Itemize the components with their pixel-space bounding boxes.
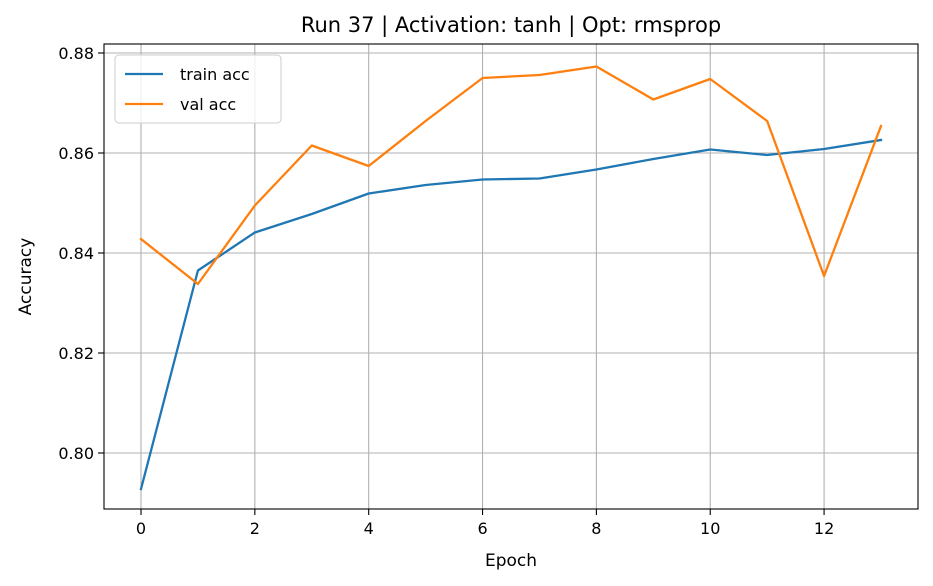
y-tick-label: 0.82 [58, 344, 94, 363]
legend-label-train-acc: train acc [180, 65, 250, 84]
x-tick-label: 6 [477, 519, 487, 538]
y-tick-label: 0.88 [58, 44, 94, 63]
x-tick-label: 2 [250, 519, 260, 538]
x-axis-label: Epoch [485, 551, 537, 571]
plot-frame [103, 43, 919, 510]
y-axis-label: Accuracy [16, 238, 36, 316]
x-tick-label: 8 [591, 519, 601, 538]
chart-title: Run 37 | Activation: tanh | Opt: rmsprop [301, 13, 721, 38]
legend-box [114, 54, 282, 124]
x-tick-label: 0 [136, 519, 146, 538]
x-tick-label: 12 [814, 519, 834, 538]
legend: train acc val acc [114, 54, 282, 124]
legend-label-val-acc: val acc [180, 95, 236, 114]
train-acc-line [139, 138, 883, 491]
axis-ticks: 0 2 4 6 8 10 12 0.80 0.82 0.84 0.86 0.88 [58, 44, 834, 538]
series-layer [139, 65, 883, 491]
val-acc-line [139, 65, 883, 286]
y-tick-label: 0.84 [58, 244, 94, 263]
y-tick-label: 0.86 [58, 144, 94, 163]
y-tick-label: 0.80 [58, 444, 94, 463]
x-tick-label: 4 [364, 519, 374, 538]
x-tick-label: 10 [700, 519, 720, 538]
